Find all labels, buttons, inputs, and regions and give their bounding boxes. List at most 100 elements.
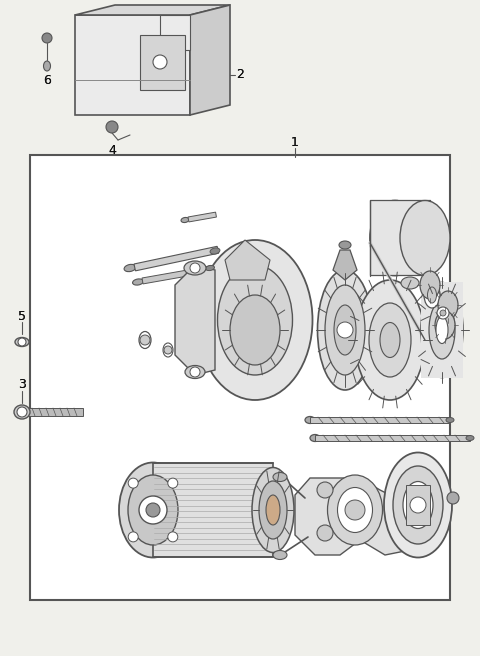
Ellipse shape — [119, 462, 187, 558]
Ellipse shape — [393, 466, 443, 544]
Ellipse shape — [252, 468, 294, 552]
Ellipse shape — [132, 279, 144, 285]
Ellipse shape — [355, 280, 425, 400]
Circle shape — [317, 525, 333, 541]
Ellipse shape — [420, 271, 440, 299]
Ellipse shape — [197, 240, 312, 400]
Ellipse shape — [403, 482, 433, 529]
Circle shape — [128, 478, 138, 488]
Ellipse shape — [337, 487, 372, 533]
Ellipse shape — [15, 337, 29, 346]
Text: 5: 5 — [18, 310, 26, 323]
Ellipse shape — [124, 264, 136, 272]
Ellipse shape — [14, 405, 30, 419]
Ellipse shape — [210, 248, 220, 254]
Ellipse shape — [305, 417, 315, 424]
Circle shape — [139, 496, 167, 524]
Bar — [188, 212, 216, 222]
Ellipse shape — [44, 61, 50, 71]
Circle shape — [337, 322, 353, 338]
Circle shape — [190, 367, 200, 377]
Ellipse shape — [334, 305, 356, 355]
Ellipse shape — [273, 472, 287, 482]
Text: 2: 2 — [236, 68, 244, 81]
Ellipse shape — [421, 283, 463, 377]
Text: 6: 6 — [43, 73, 51, 87]
Text: 4: 4 — [108, 144, 116, 157]
Ellipse shape — [217, 265, 292, 375]
Circle shape — [146, 503, 160, 517]
Bar — [30, 155, 450, 600]
Bar — [134, 246, 218, 271]
Polygon shape — [160, 15, 190, 50]
Polygon shape — [333, 250, 357, 280]
Ellipse shape — [446, 417, 454, 422]
Circle shape — [153, 55, 167, 69]
Polygon shape — [406, 485, 430, 525]
Bar — [315, 435, 470, 441]
Ellipse shape — [429, 301, 455, 359]
Circle shape — [168, 532, 178, 542]
Ellipse shape — [435, 311, 455, 339]
Polygon shape — [295, 478, 415, 555]
Ellipse shape — [325, 285, 365, 375]
Circle shape — [106, 121, 118, 133]
Circle shape — [345, 500, 365, 520]
Circle shape — [447, 492, 459, 504]
Ellipse shape — [273, 550, 287, 560]
Circle shape — [18, 338, 26, 346]
Ellipse shape — [339, 241, 351, 249]
Ellipse shape — [369, 303, 411, 377]
Ellipse shape — [428, 287, 436, 303]
Circle shape — [410, 497, 426, 513]
Text: 3: 3 — [18, 379, 26, 392]
Bar — [142, 266, 214, 284]
Ellipse shape — [205, 266, 215, 270]
Bar — [28, 408, 83, 416]
Ellipse shape — [438, 291, 458, 319]
Polygon shape — [75, 15, 190, 115]
Polygon shape — [140, 35, 185, 90]
Ellipse shape — [327, 475, 383, 545]
Text: 5: 5 — [18, 310, 26, 323]
Text: 6: 6 — [43, 73, 51, 87]
Ellipse shape — [259, 481, 287, 539]
Circle shape — [17, 407, 27, 417]
Ellipse shape — [424, 282, 440, 308]
Ellipse shape — [384, 453, 452, 558]
Circle shape — [317, 482, 333, 498]
Circle shape — [437, 307, 449, 319]
Circle shape — [42, 33, 52, 43]
Ellipse shape — [380, 323, 400, 358]
Polygon shape — [75, 5, 230, 15]
Polygon shape — [225, 240, 270, 280]
Ellipse shape — [163, 343, 173, 357]
Ellipse shape — [370, 201, 420, 276]
Circle shape — [408, 495, 428, 515]
Ellipse shape — [466, 436, 474, 440]
Circle shape — [168, 478, 178, 488]
Ellipse shape — [181, 217, 189, 222]
Text: 3: 3 — [18, 379, 26, 392]
Text: 1: 1 — [291, 136, 299, 148]
Ellipse shape — [230, 295, 280, 365]
Circle shape — [440, 310, 446, 316]
Polygon shape — [190, 5, 230, 115]
Ellipse shape — [128, 475, 178, 545]
Ellipse shape — [401, 277, 419, 289]
Circle shape — [190, 263, 200, 273]
Ellipse shape — [139, 331, 151, 348]
Circle shape — [164, 346, 172, 354]
Circle shape — [140, 335, 150, 345]
Text: 1: 1 — [291, 136, 299, 148]
Bar — [310, 417, 450, 423]
Text: 4: 4 — [108, 144, 116, 157]
Ellipse shape — [400, 201, 450, 276]
Circle shape — [128, 532, 138, 542]
Ellipse shape — [184, 261, 206, 275]
Ellipse shape — [317, 270, 372, 390]
Ellipse shape — [266, 495, 280, 525]
Polygon shape — [175, 265, 215, 375]
Ellipse shape — [185, 365, 205, 379]
Ellipse shape — [310, 434, 320, 441]
